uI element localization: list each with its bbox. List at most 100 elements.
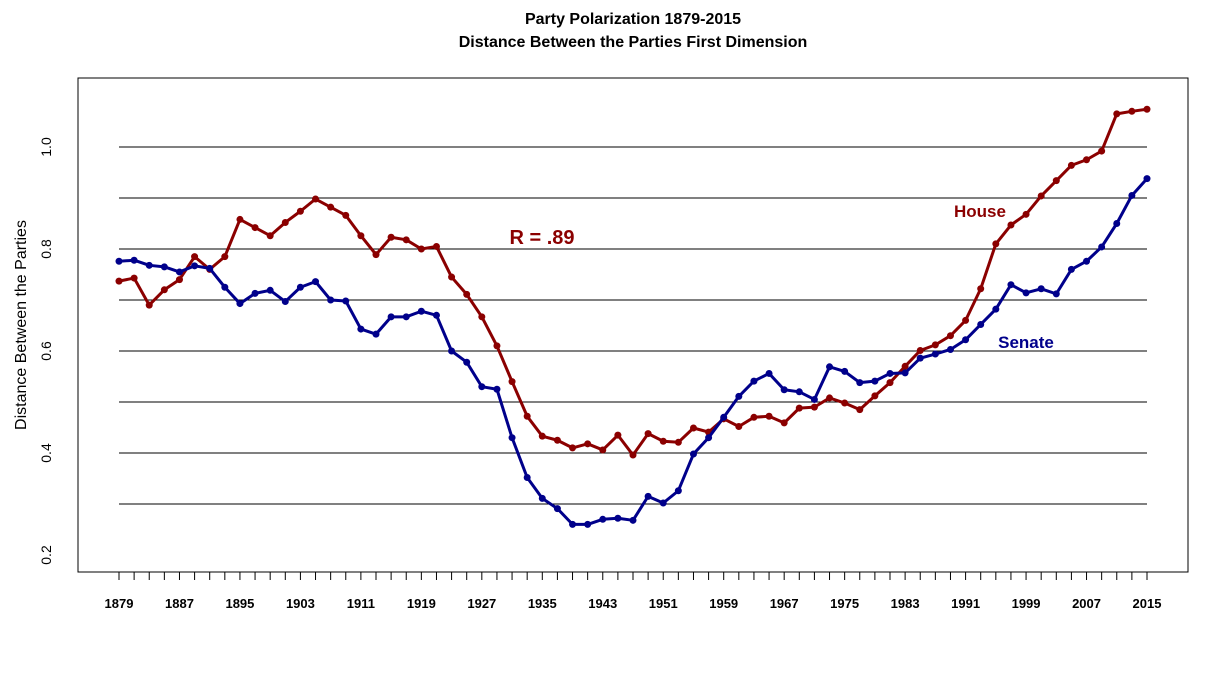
- x-tick-label: 1879: [105, 596, 134, 611]
- senate-point: [1007, 281, 1015, 289]
- house-point: [977, 285, 985, 293]
- senate-point: [236, 300, 244, 308]
- house-point: [886, 379, 894, 387]
- house-point: [296, 207, 304, 215]
- senate-point: [523, 473, 531, 481]
- senate-point: [629, 516, 637, 524]
- senate-point: [931, 350, 939, 358]
- senate-point: [841, 367, 849, 375]
- senate-point: [221, 283, 229, 291]
- house-point: [750, 413, 758, 421]
- house-point: [1143, 105, 1151, 113]
- senate-point: [569, 520, 577, 528]
- senate-point: [478, 383, 486, 391]
- senate-point: [191, 262, 199, 270]
- house-point: [160, 286, 168, 294]
- x-tick-label: 1919: [407, 596, 436, 611]
- house-point: [523, 412, 531, 420]
- senate-point: [1128, 191, 1136, 199]
- senate-point: [1037, 285, 1045, 293]
- senate-point: [538, 494, 546, 502]
- senate-point: [160, 263, 168, 271]
- y-tick-label: 0.4: [38, 443, 54, 463]
- senate-point: [720, 413, 728, 421]
- chart-subtitle: Distance Between the Parties First Dimen…: [459, 34, 808, 51]
- senate-point: [387, 313, 395, 321]
- y-tick-label: 1.0: [38, 137, 54, 157]
- x-tick-label: 1927: [467, 596, 496, 611]
- house-point: [1113, 110, 1121, 118]
- house-point: [735, 422, 743, 430]
- senate-point: [871, 377, 879, 385]
- house-point: [312, 195, 320, 203]
- y-tick-label: 0.2: [38, 545, 54, 565]
- house-point: [765, 412, 773, 420]
- house-point: [221, 253, 229, 261]
- house-point: [1067, 161, 1075, 169]
- senate-point: [115, 257, 123, 265]
- house-point: [584, 440, 592, 448]
- senate-point: [357, 325, 365, 333]
- house-point: [856, 406, 864, 414]
- senate-point: [493, 385, 501, 393]
- house-point: [1007, 221, 1015, 229]
- x-tick-label: 1935: [528, 596, 557, 611]
- senate-point: [417, 307, 425, 315]
- house-point: [236, 215, 244, 223]
- senate-point: [962, 336, 970, 344]
- house-point: [417, 245, 425, 253]
- x-tick-label: 1991: [951, 596, 980, 611]
- house-point: [493, 342, 501, 350]
- x-tick-label: 2007: [1072, 596, 1101, 611]
- x-tick-label: 2015: [1133, 596, 1162, 611]
- house-point: [191, 253, 199, 261]
- senate-point: [372, 330, 380, 338]
- senate-point: [705, 434, 713, 442]
- house-label: House: [954, 202, 1006, 221]
- senate-point: [342, 297, 350, 305]
- senate-point: [206, 264, 214, 272]
- house-point: [1098, 147, 1106, 155]
- house-point: [674, 438, 682, 446]
- senate-point: [795, 388, 803, 396]
- house-point: [448, 273, 456, 281]
- house-point: [644, 430, 652, 438]
- house-point: [387, 233, 395, 241]
- senate-point: [992, 305, 1000, 313]
- house-point: [916, 346, 924, 354]
- house-point: [780, 419, 788, 427]
- senate-point: [735, 392, 743, 400]
- house-point: [689, 424, 697, 432]
- senate-label: Senate: [998, 333, 1054, 352]
- senate-point: [1113, 220, 1121, 227]
- y-axis-label: Distance Between the Parties: [13, 220, 30, 430]
- house-point: [478, 313, 486, 321]
- senate-point: [508, 434, 516, 442]
- senate-point: [251, 289, 259, 297]
- x-tick-label: 1911: [347, 596, 375, 611]
- correlation-annotation: R = .89: [509, 227, 574, 249]
- x-tick-label: 1983: [891, 596, 920, 611]
- senate-line: [118, 177, 1149, 526]
- senate-point: [946, 345, 954, 353]
- house-point: [266, 232, 274, 240]
- senate-point: [281, 298, 289, 306]
- senate-point: [780, 386, 788, 394]
- senate-point: [916, 354, 924, 362]
- senate-point: [750, 377, 758, 385]
- senate-point: [432, 311, 440, 319]
- house-point: [810, 403, 818, 411]
- senate-point: [977, 320, 985, 328]
- senate-point: [826, 363, 834, 371]
- house-point: [962, 316, 970, 324]
- x-tick-label: 1967: [770, 596, 799, 611]
- house-point: [115, 277, 123, 285]
- x-tick-label: 1959: [709, 596, 738, 611]
- senate-point: [463, 358, 471, 366]
- house-point: [795, 404, 803, 412]
- house-point: [372, 251, 380, 259]
- x-tick-label: 1999: [1012, 596, 1041, 611]
- house-point: [175, 276, 183, 284]
- chart-title: Party Polarization 1879-2015: [525, 11, 741, 28]
